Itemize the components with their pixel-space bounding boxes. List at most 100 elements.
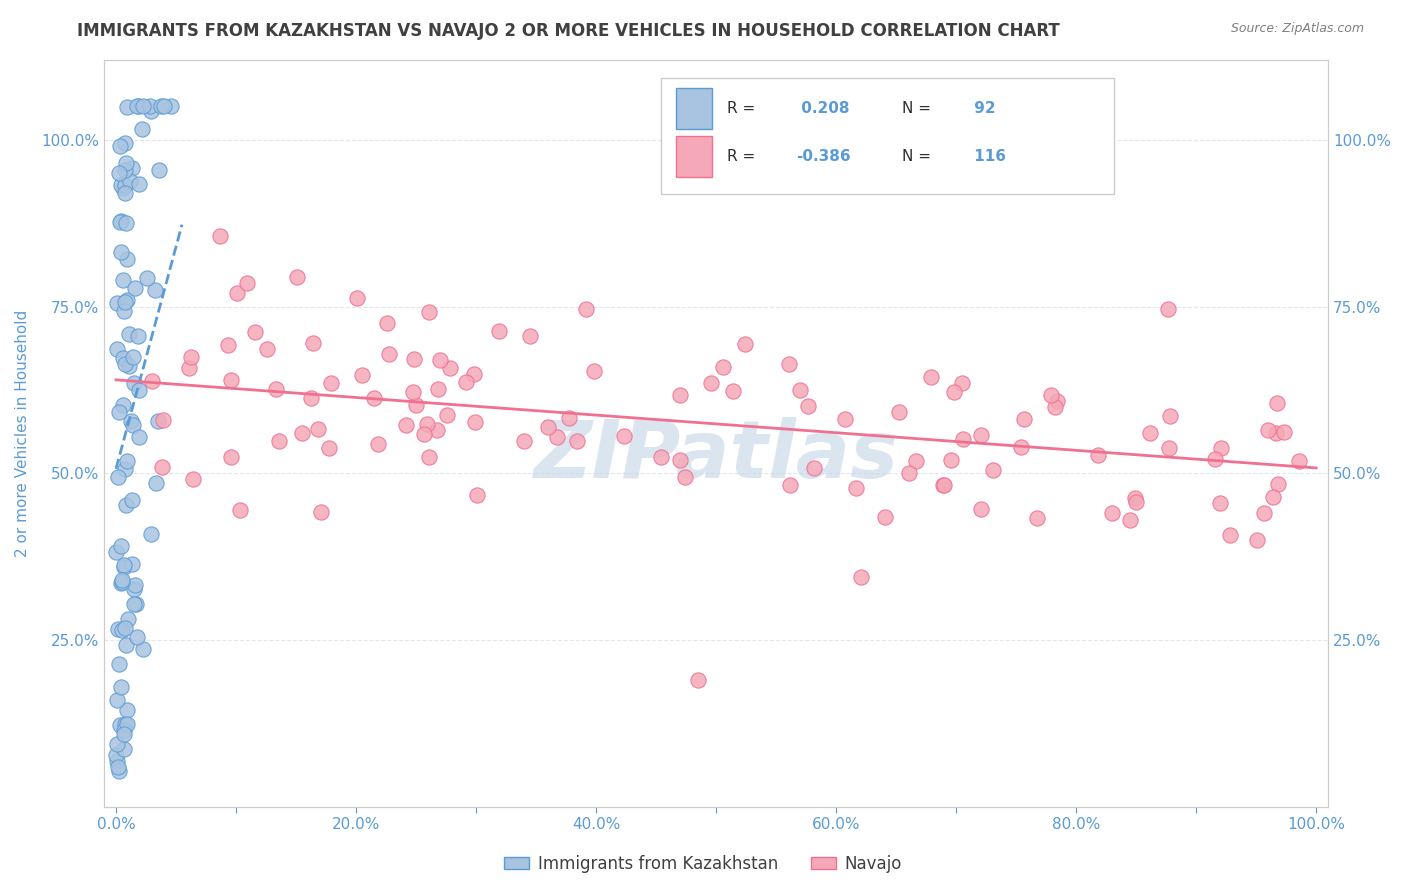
Point bbox=[779, 477, 801, 491]
Point bbox=[375, 316, 398, 330]
Point bbox=[112, 304, 135, 318]
Text: N =: N = bbox=[903, 101, 936, 116]
Point bbox=[350, 368, 373, 382]
Point bbox=[107, 166, 129, 180]
Point bbox=[519, 329, 541, 343]
Point bbox=[105, 747, 128, 762]
Point bbox=[120, 174, 142, 188]
Point bbox=[1159, 441, 1181, 455]
Point bbox=[1156, 302, 1178, 317]
Point bbox=[711, 359, 734, 374]
Point bbox=[413, 426, 436, 441]
Point bbox=[132, 642, 155, 657]
Point bbox=[108, 764, 131, 779]
Point bbox=[488, 324, 510, 338]
Point bbox=[465, 488, 488, 502]
Point bbox=[575, 301, 598, 316]
Point bbox=[1272, 425, 1295, 439]
Point bbox=[301, 336, 323, 351]
Point bbox=[1263, 491, 1285, 505]
Point bbox=[108, 657, 131, 671]
Point bbox=[115, 454, 138, 468]
Point bbox=[131, 122, 153, 136]
Point bbox=[121, 493, 143, 508]
Point bbox=[127, 99, 149, 113]
Point bbox=[318, 442, 340, 456]
Point bbox=[160, 99, 183, 113]
Point bbox=[112, 723, 135, 737]
Point bbox=[121, 161, 143, 176]
Point bbox=[112, 558, 135, 573]
Point bbox=[565, 434, 588, 449]
Point bbox=[970, 501, 993, 516]
Point bbox=[513, 434, 536, 449]
Point bbox=[141, 374, 163, 388]
Point bbox=[256, 342, 278, 356]
Point bbox=[1014, 412, 1036, 426]
Point bbox=[845, 481, 868, 495]
Point bbox=[1046, 393, 1069, 408]
Point bbox=[950, 376, 973, 390]
Point bbox=[181, 472, 204, 486]
Point bbox=[1118, 513, 1140, 527]
Point bbox=[128, 430, 150, 444]
Point bbox=[114, 717, 136, 731]
Point bbox=[110, 680, 132, 694]
Point bbox=[105, 754, 128, 768]
Point bbox=[118, 327, 141, 342]
Point bbox=[114, 136, 136, 150]
Point bbox=[114, 156, 136, 170]
Point bbox=[111, 574, 134, 589]
Point bbox=[429, 353, 451, 368]
Point bbox=[797, 399, 820, 413]
Point bbox=[1123, 491, 1146, 505]
Point bbox=[111, 573, 134, 587]
Point bbox=[236, 276, 259, 290]
Point bbox=[139, 104, 162, 119]
Point bbox=[454, 376, 477, 390]
Point bbox=[367, 436, 389, 450]
Point bbox=[136, 270, 159, 285]
Point bbox=[905, 453, 928, 467]
Text: N =: N = bbox=[903, 149, 936, 164]
Point bbox=[402, 385, 425, 400]
Point bbox=[219, 373, 242, 387]
Point bbox=[115, 703, 138, 717]
Point bbox=[1209, 495, 1232, 509]
Point bbox=[1288, 454, 1310, 468]
Point bbox=[346, 291, 368, 305]
Point bbox=[285, 270, 308, 285]
Point bbox=[117, 612, 139, 626]
Point bbox=[291, 425, 314, 440]
Point bbox=[243, 325, 266, 339]
Text: 0.208: 0.208 bbox=[796, 101, 849, 116]
Point bbox=[426, 383, 449, 397]
Point bbox=[110, 539, 132, 553]
Point bbox=[778, 357, 800, 371]
Point bbox=[114, 178, 136, 192]
Text: 116: 116 bbox=[970, 149, 1007, 164]
Point bbox=[108, 405, 131, 419]
Point bbox=[150, 459, 173, 474]
Point bbox=[139, 99, 162, 113]
Point bbox=[115, 498, 138, 512]
Point bbox=[105, 545, 128, 559]
Point bbox=[1101, 506, 1123, 520]
Point bbox=[269, 434, 291, 449]
Point bbox=[1087, 448, 1109, 462]
Point bbox=[110, 244, 132, 259]
Point bbox=[121, 418, 143, 433]
Point bbox=[1139, 425, 1161, 440]
Point bbox=[110, 214, 132, 228]
Point bbox=[105, 737, 128, 751]
Point bbox=[426, 423, 449, 437]
Point bbox=[112, 727, 135, 741]
Point bbox=[875, 510, 897, 524]
Point bbox=[1211, 442, 1233, 456]
Point bbox=[546, 430, 568, 444]
Point bbox=[124, 376, 146, 390]
Point bbox=[131, 99, 153, 113]
Legend: Immigrants from Kazakhstan, Navajo: Immigrants from Kazakhstan, Navajo bbox=[498, 848, 908, 880]
Point bbox=[124, 578, 146, 592]
Point bbox=[117, 100, 139, 114]
